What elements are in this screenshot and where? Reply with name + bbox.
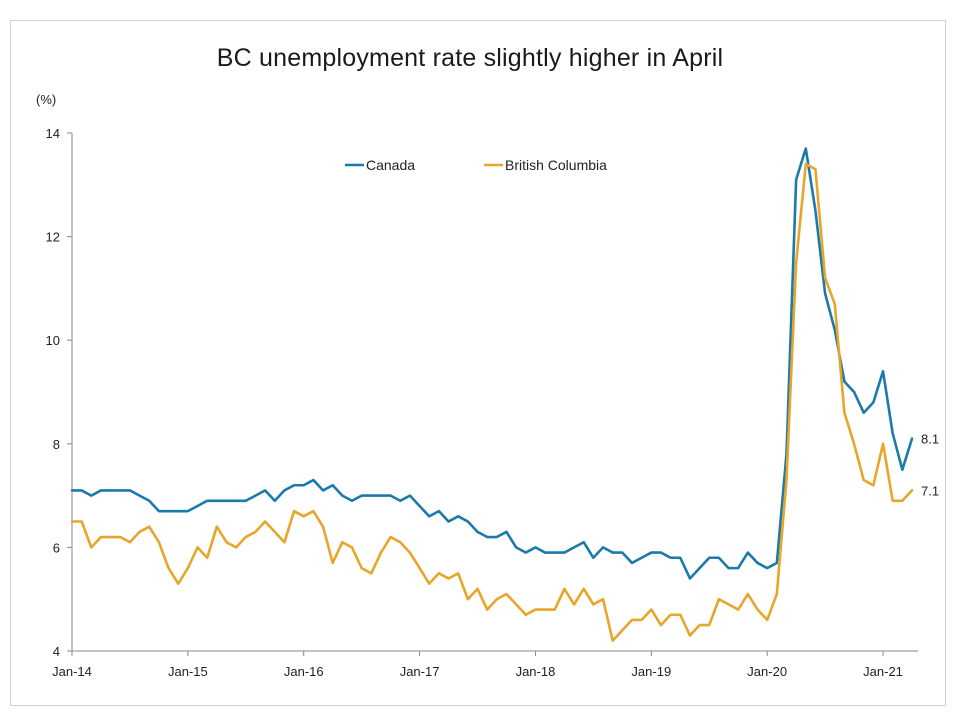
end-label-british-columbia: 7.1 [921, 483, 939, 498]
x-tick-label: Jan-15 [168, 664, 208, 679]
series-lines [70, 147, 914, 642]
series-line-canada [70, 147, 914, 580]
y-tick-label: 10 [46, 333, 60, 348]
x-tick-label: Jan-20 [747, 664, 787, 679]
y-axis-unit-label: (%) [36, 92, 57, 107]
y-tick-label: 4 [53, 644, 60, 659]
chart-title: BC unemployment rate slightly higher in … [216, 44, 724, 72]
axes: 4 6 8 10 12 14 Jan-14 Jan-15 Jan-16 Jan-17 Jan-18 J… [46, 126, 918, 679]
y-tick-label: 12 [46, 230, 60, 245]
end-label-canada: 8.1 [921, 432, 939, 447]
y-tick-label: 8 [53, 437, 60, 452]
x-tick-label: Jan-16 [284, 664, 324, 679]
x-tick-label: Jan-18 [516, 664, 556, 679]
x-tick-label: Jan-19 [631, 664, 671, 679]
x-tick-label: Jan-14 [52, 664, 92, 679]
y-tick-label: 14 [46, 126, 60, 141]
legend-label-british-columbia: British Columbia [505, 157, 607, 173]
legend-label-canada: Canada [366, 157, 415, 173]
x-tick-label: Jan-21 [863, 664, 903, 679]
y-tick-label: 6 [53, 540, 60, 555]
end-labels: 8.1 7.1 [921, 432, 939, 499]
legend: Canada British Columbia [345, 157, 607, 173]
series-line-british-columbia [70, 162, 914, 642]
x-tick-label: Jan-17 [400, 664, 440, 679]
